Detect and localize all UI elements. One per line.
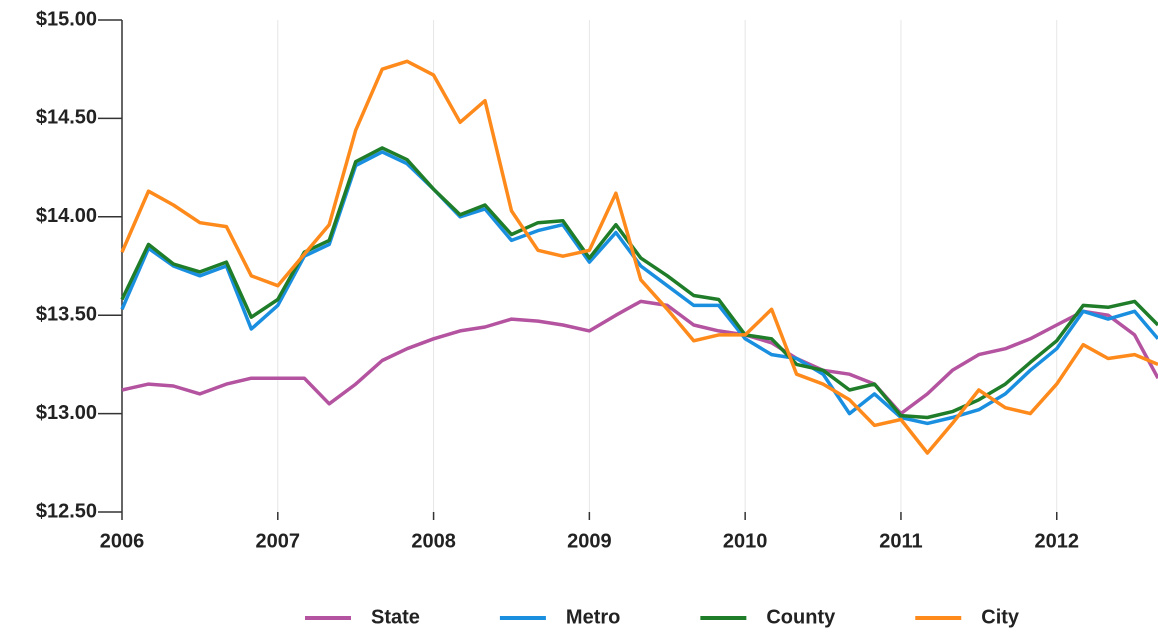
y-tick-label: $13.00 — [36, 402, 97, 424]
x-tick-label: 2010 — [723, 530, 768, 552]
series-line — [120, 150, 1158, 426]
series-line — [121, 299, 1158, 416]
legend-label: City — [981, 606, 1020, 628]
lines — [120, 59, 1158, 455]
legend-label: County — [766, 606, 836, 628]
legend-label: Metro — [566, 606, 620, 628]
x-tick-label: 2009 — [567, 530, 612, 552]
x-tick-label: 2006 — [100, 530, 145, 552]
y-tick-label: $14.00 — [36, 205, 97, 227]
grid — [121, 20, 1058, 512]
x-tick-label: 2011 — [879, 530, 922, 552]
y-tick-label: $12.50 — [36, 500, 97, 522]
y-tick-label: $13.50 — [36, 303, 97, 325]
x-tick-label: 2012 — [1034, 530, 1079, 552]
y-tick-label: $14.50 — [36, 107, 97, 129]
legend-label: State — [371, 606, 420, 628]
x-tick-label: 2007 — [256, 530, 301, 552]
series-line — [120, 59, 1158, 455]
x-tick-label: 2008 — [411, 530, 456, 552]
y-tick-label: $15.00 — [36, 8, 97, 30]
